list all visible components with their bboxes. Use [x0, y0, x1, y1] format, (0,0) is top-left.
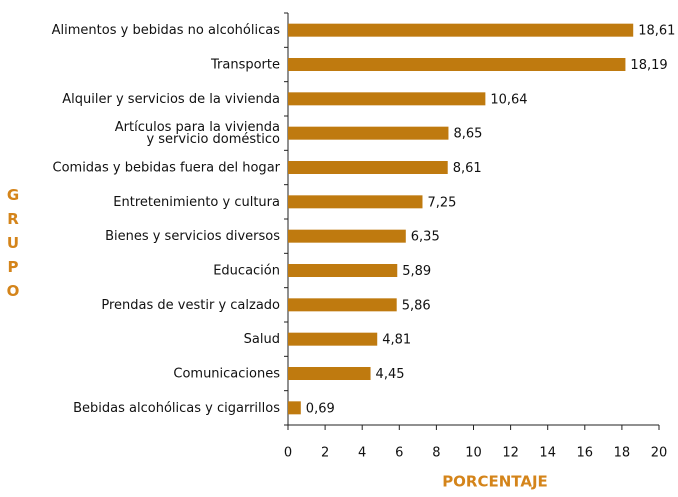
y-tick-label: Transporte — [210, 57, 280, 72]
bar — [288, 92, 486, 106]
value-label: 18,61 — [638, 24, 675, 39]
x-tick-label: 2 — [321, 446, 329, 461]
bar — [288, 126, 449, 140]
y-tick-label: Artículos para la vivienda y servicio dom… — [115, 120, 280, 147]
bar — [288, 195, 423, 209]
bar — [288, 298, 397, 312]
bar — [288, 401, 301, 415]
x-tick-label: 6 — [395, 446, 403, 461]
x-tick-label: 20 — [651, 446, 668, 461]
bar — [288, 161, 448, 174]
x-tick-label: 12 — [502, 446, 519, 461]
bar — [288, 264, 398, 277]
bar — [288, 23, 634, 37]
value-label: 7,25 — [427, 195, 456, 210]
x-tick-label: 18 — [614, 446, 631, 461]
y-tick-label: Alquiler y servicios de la vivienda — [62, 91, 280, 106]
y-tick-label: Entretenimiento y cultura — [113, 194, 280, 209]
y-tick-label: Comunicaciones — [173, 366, 280, 381]
value-label: 8,61 — [453, 161, 482, 176]
x-tick-label: 4 — [358, 446, 366, 461]
y-tick-label: Educación — [213, 263, 280, 278]
y-tick-label: Alimentos y bebidas no alcohólicas — [52, 23, 281, 38]
value-label: 0,69 — [306, 401, 335, 416]
x-tick-label: 8 — [432, 446, 440, 461]
x-axis-label: PORCENTAJE — [442, 473, 548, 491]
x-tick-label: 0 — [284, 446, 292, 461]
bar — [288, 332, 378, 346]
x-tick-label: 10 — [465, 446, 482, 461]
value-label: 4,81 — [382, 333, 411, 348]
value-label: 18,19 — [630, 58, 667, 73]
y-tick-label: Prendas de vestir y calzado — [101, 297, 280, 312]
value-label: 6,35 — [411, 230, 440, 245]
x-tick-label: 16 — [577, 446, 594, 461]
y-tick-label: Bebidas alcohólicas y cigarrillos — [73, 400, 280, 415]
y-tick-label: Salud — [244, 332, 280, 347]
value-label: 5,89 — [402, 264, 431, 279]
x-tick-label: 14 — [539, 446, 556, 461]
bar — [288, 229, 406, 243]
value-label: 5,86 — [402, 298, 431, 313]
value-label: 4,45 — [376, 367, 405, 382]
y-tick-label: Comidas y bebidas fuera del hogar — [53, 160, 281, 175]
bar — [288, 367, 371, 380]
value-label: 10,64 — [490, 92, 527, 107]
value-label: 8,65 — [453, 127, 482, 142]
bar — [288, 58, 626, 71]
y-tick-label: Bienes y servicios diversos — [105, 229, 280, 244]
